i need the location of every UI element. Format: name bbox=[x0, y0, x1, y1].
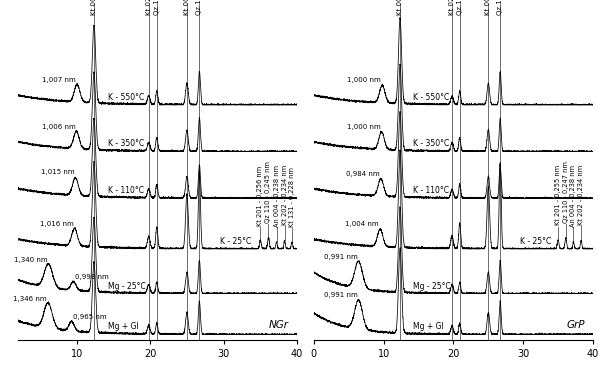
Text: K - 350°C: K - 350°C bbox=[413, 140, 449, 148]
Text: 0,965 nm: 0,965 nm bbox=[72, 314, 106, 320]
Text: Qz 100 - 0,424 nm: Qz 100 - 0,424 nm bbox=[154, 0, 160, 15]
Text: Kt 020 - 0,444 nm: Kt 020 - 0,444 nm bbox=[146, 0, 152, 15]
Text: Mg - 25°C: Mg - 25°C bbox=[108, 282, 146, 291]
Text: Mg + Gl: Mg + Gl bbox=[108, 322, 138, 331]
Text: 1,006 nm: 1,006 nm bbox=[41, 124, 75, 130]
Text: Kt 002 - 0,356 nm: Kt 002 - 0,356 nm bbox=[184, 0, 190, 15]
Text: 1,007 nm: 1,007 nm bbox=[43, 77, 76, 83]
Text: 0,991 nm: 0,991 nm bbox=[323, 254, 358, 260]
Text: GrP: GrP bbox=[566, 320, 585, 330]
Text: NGr: NGr bbox=[269, 320, 289, 330]
Text: 1,000 nm: 1,000 nm bbox=[347, 125, 380, 131]
Text: Kt 001 - 0,717 nm: Kt 001 - 0,717 nm bbox=[91, 0, 97, 15]
Text: Kt 020 - 0,440 nm: Kt 020 - 0,440 nm bbox=[449, 0, 455, 15]
Text: 0,998 nm: 0,998 nm bbox=[74, 274, 108, 280]
Text: Kt 131 - 0,228 nm: Kt 131 - 0,228 nm bbox=[289, 167, 295, 227]
Text: Mg + Gl: Mg + Gl bbox=[413, 322, 444, 331]
Text: 0,984 nm: 0,984 nm bbox=[346, 171, 380, 177]
Text: Qz 110 - 0,245 nm: Qz 110 - 0,245 nm bbox=[265, 161, 271, 223]
Text: 1,000 nm: 1,000 nm bbox=[347, 77, 381, 83]
Text: K - 25°C: K - 25°C bbox=[220, 237, 251, 246]
Text: Kt 201 - 0,255 nm: Kt 201 - 0,255 nm bbox=[555, 165, 561, 226]
Text: Qz 101 - 0,333 nm: Qz 101 - 0,333 nm bbox=[497, 0, 503, 15]
Text: Kt 202 - 0,234 nm: Kt 202 - 0,234 nm bbox=[282, 165, 288, 225]
Text: Kt 002 - 0,356 nm: Kt 002 - 0,356 nm bbox=[485, 0, 491, 15]
Text: Kt 202 - 0,234 nm: Kt 202 - 0,234 nm bbox=[578, 165, 584, 225]
Text: 1,016 nm: 1,016 nm bbox=[40, 221, 74, 227]
Text: Qz 110 - 0,247 nm: Qz 110 - 0,247 nm bbox=[563, 161, 569, 223]
Text: An 004 - 0,238 nm: An 004 - 0,238 nm bbox=[274, 165, 280, 227]
Text: 1,015 nm: 1,015 nm bbox=[41, 169, 74, 175]
Text: 0,991 nm: 0,991 nm bbox=[323, 292, 358, 298]
Text: Kt 201 - 0,256 nm: Kt 201 - 0,256 nm bbox=[258, 166, 264, 226]
Text: 1,004 nm: 1,004 nm bbox=[346, 221, 379, 227]
Text: Mg - 25°C: Mg - 25°C bbox=[413, 282, 450, 291]
Text: K - 110°C: K - 110°C bbox=[108, 186, 144, 195]
Text: Qz 101 - 0,333 nm: Qz 101 - 0,333 nm bbox=[196, 0, 202, 15]
Text: K - 350°C: K - 350°C bbox=[108, 140, 144, 148]
Text: K - 550°C: K - 550°C bbox=[413, 93, 449, 102]
Text: K - 550°C: K - 550°C bbox=[108, 93, 144, 102]
Text: An 004 - 0,238 nm: An 004 - 0,238 nm bbox=[570, 165, 576, 227]
Text: Kt 001 - 0,712 nm: Kt 001 - 0,712 nm bbox=[397, 0, 403, 15]
Text: Qz 100 - 0,423 nm: Qz 100 - 0,423 nm bbox=[456, 0, 462, 15]
Text: K - 25°C: K - 25°C bbox=[520, 237, 551, 246]
Text: 1,340 nm: 1,340 nm bbox=[14, 257, 47, 263]
Text: 1,346 nm: 1,346 nm bbox=[13, 296, 47, 302]
Text: K - 110°C: K - 110°C bbox=[413, 186, 449, 195]
